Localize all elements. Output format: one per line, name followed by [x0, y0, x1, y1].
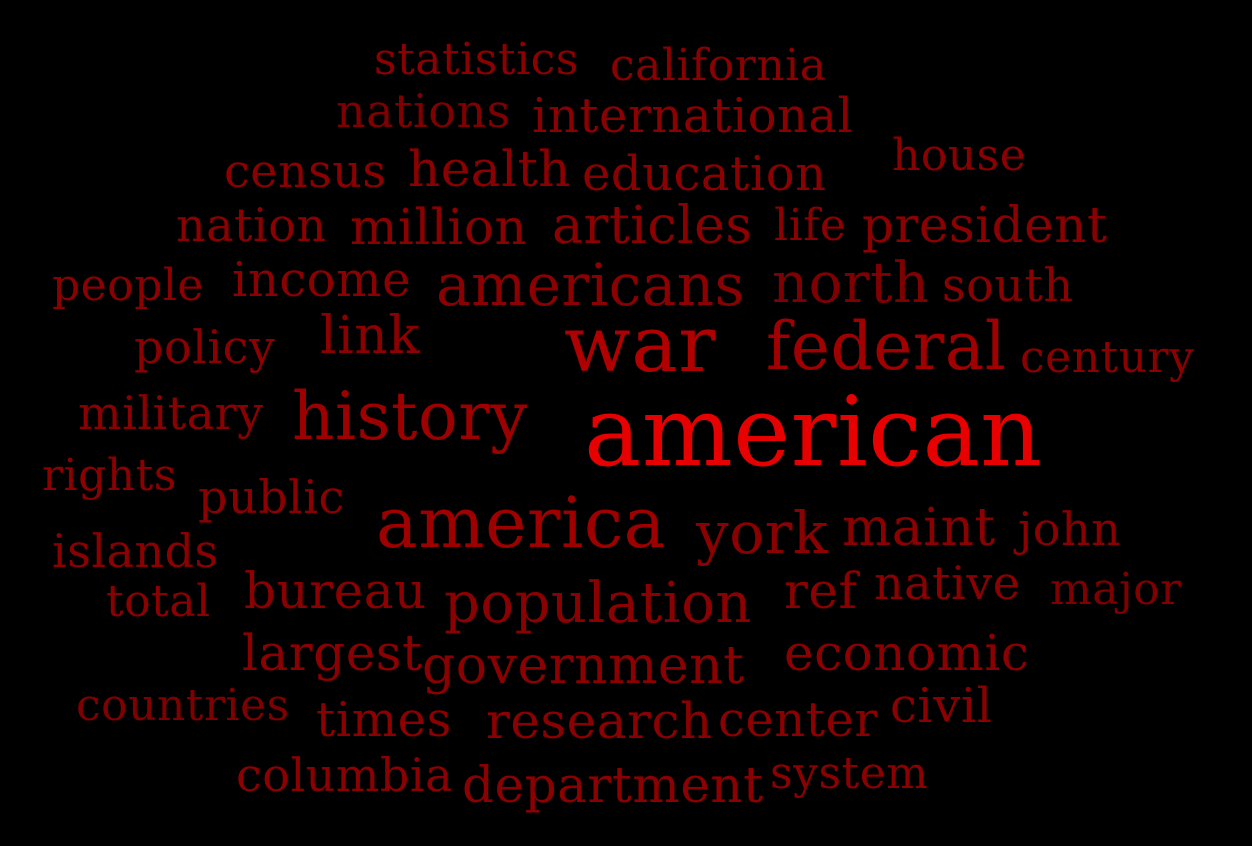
word-california: california — [610, 40, 827, 91]
word-war: war — [564, 300, 717, 390]
word-nations: nations — [336, 84, 511, 138]
word-century: century — [1020, 332, 1195, 383]
word-people: people — [52, 260, 204, 311]
word-economic: economic — [784, 624, 1030, 682]
word-americans: americans — [436, 251, 745, 319]
word-nation: nation — [176, 198, 327, 252]
word-john: john — [1018, 502, 1122, 556]
word-north: north — [772, 251, 930, 316]
word-native: native — [874, 556, 1021, 610]
word-times: times — [316, 692, 452, 748]
word-statistics: statistics — [374, 34, 579, 85]
word-articles: articles — [552, 196, 753, 256]
word-rights: rights — [42, 450, 177, 501]
word-public: public — [198, 470, 345, 524]
word-largest: largest — [242, 624, 423, 682]
word-health: health — [408, 140, 571, 198]
word-house: house — [892, 130, 1027, 181]
word-government: government — [422, 636, 745, 696]
word-research: research — [486, 692, 713, 750]
word-maint: maint — [842, 498, 996, 558]
word-major: major — [1050, 564, 1182, 615]
word-million: million — [350, 198, 528, 256]
word-york: york — [696, 499, 829, 567]
word-policy: policy — [134, 320, 276, 374]
word-income: income — [232, 252, 411, 308]
word-countries: countries — [76, 680, 290, 731]
word-bureau: bureau — [244, 562, 427, 620]
word-total: total — [106, 576, 211, 627]
word-president: president — [862, 196, 1108, 254]
word-international: international — [532, 88, 854, 144]
word-population: population — [444, 571, 752, 636]
word-south: south — [942, 258, 1074, 312]
word-federal: federal — [766, 308, 1007, 385]
word-columbia: columbia — [236, 748, 453, 802]
word-american: american — [584, 376, 1043, 488]
word-system: system — [770, 748, 929, 799]
word-link: link — [320, 306, 421, 366]
word-center: center — [718, 692, 878, 748]
word-life: life — [774, 200, 847, 251]
word-america: america — [376, 482, 666, 564]
word-military: military — [78, 386, 264, 440]
word-islands: islands — [52, 524, 219, 578]
word-history: history — [292, 378, 529, 455]
word-education: education — [582, 146, 827, 202]
word-census: census — [224, 144, 387, 198]
word-ref: ref — [784, 562, 858, 620]
word-department: department — [462, 756, 764, 814]
word-civil: civil — [890, 678, 993, 734]
